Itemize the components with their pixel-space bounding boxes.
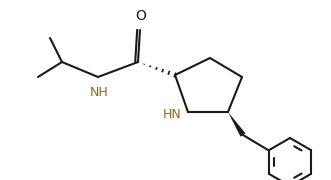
Text: NH: NH <box>90 86 108 99</box>
Polygon shape <box>228 112 246 137</box>
Text: HN: HN <box>163 107 181 120</box>
Text: O: O <box>136 9 146 23</box>
